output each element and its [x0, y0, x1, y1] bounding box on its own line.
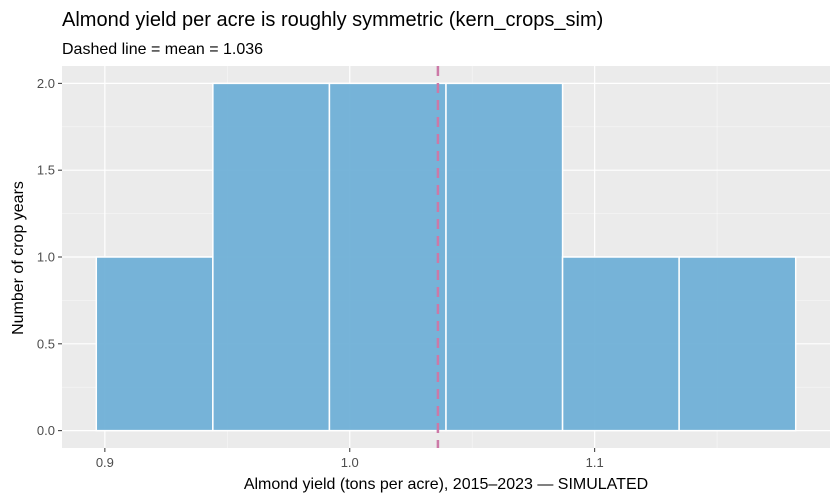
histogram-bars — [95, 82, 797, 432]
y-axis-title: Number of crop years — [10, 181, 27, 335]
x-axis-ticks: 0.9 1.0 1.1 — [96, 448, 604, 470]
x-tick-label: 0.9 — [96, 455, 114, 470]
chart-subtitle: Dashed line = mean = 1.036 — [62, 41, 263, 58]
y-tick-label: 0.5 — [37, 336, 55, 351]
histogram-bar — [561, 256, 680, 432]
y-tick-label: 2.0 — [37, 76, 55, 91]
y-axis-ticks: 0.0 0.5 1.0 1.5 2.0 — [37, 76, 62, 438]
histogram-bar — [445, 82, 564, 432]
y-tick-label: 1.0 — [37, 250, 55, 265]
y-tick-label: 0.0 — [37, 423, 55, 438]
histogram-bar — [212, 82, 331, 432]
x-tick-label: 1.1 — [586, 455, 604, 470]
histogram-bar — [678, 256, 797, 432]
x-tick-label: 1.0 — [341, 455, 359, 470]
chart-title: Almond yield per acre is roughly symmetr… — [62, 9, 603, 31]
histogram-bar — [328, 82, 447, 432]
y-tick-label: 1.5 — [37, 163, 55, 178]
x-axis-title: Almond yield (tons per acre), 2015–2023 … — [244, 476, 648, 493]
histogram-bar — [95, 256, 214, 432]
